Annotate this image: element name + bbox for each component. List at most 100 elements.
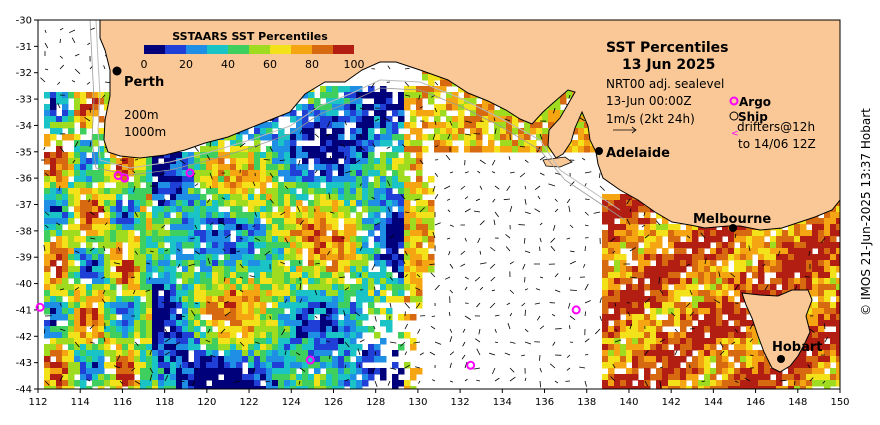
sst-cell (800, 350, 807, 357)
sst-cell (404, 212, 411, 219)
sst-cell (338, 362, 345, 369)
current-vector (74, 68, 81, 75)
sst-cell (374, 98, 381, 105)
sst-cell (68, 314, 75, 321)
sst-cell (326, 212, 333, 219)
sst-cell (152, 344, 159, 351)
current-vector (524, 159, 529, 163)
sst-cell (74, 266, 81, 273)
sst-cell (638, 254, 645, 261)
sst-cell (236, 212, 243, 219)
sst-cell (620, 380, 627, 387)
sst-cell (320, 374, 327, 381)
sst-cell (152, 278, 159, 285)
sst-cell (332, 380, 339, 387)
sst-cell (158, 374, 165, 381)
sst-cell (620, 230, 627, 237)
sst-cell (296, 212, 303, 219)
sst-cell (152, 170, 159, 177)
sst-cell (494, 122, 501, 129)
sst-cell (740, 224, 747, 231)
sst-cell (746, 290, 753, 297)
sst-cell (110, 338, 117, 345)
sst-cell (50, 260, 57, 267)
sst-cell (512, 116, 519, 123)
sst-cell (350, 116, 357, 123)
sst-cell (602, 350, 609, 357)
sst-cell (710, 386, 717, 389)
sst-cell (170, 284, 177, 291)
sst-cell (380, 290, 387, 297)
sst-cell (386, 176, 393, 183)
sst-cell (602, 302, 609, 309)
sst-cell (344, 374, 351, 381)
sst-cell (164, 200, 171, 207)
current-vector (280, 211, 286, 216)
sst-cell (170, 374, 177, 381)
sst-cell (368, 272, 375, 279)
sst-cell (152, 260, 159, 267)
sst-cell (278, 152, 285, 159)
sst-cell (830, 314, 837, 321)
sst-cell (218, 248, 225, 255)
sst-cell (140, 278, 147, 285)
sst-cell (674, 302, 681, 309)
sst-cell (812, 362, 819, 369)
sst-cell (146, 302, 153, 309)
sst-cell (326, 200, 333, 207)
sst-cell (722, 254, 729, 261)
sst-cell (350, 104, 357, 111)
current-vector (524, 185, 527, 190)
sst-cell (92, 332, 99, 339)
sst-cell (296, 272, 303, 279)
sst-cell (464, 134, 471, 141)
sst-cell (368, 188, 375, 195)
sst-cell (362, 116, 369, 123)
sst-cell (128, 242, 135, 249)
sst-cell (80, 344, 87, 351)
current-vector (539, 156, 546, 161)
sst-cell (800, 272, 807, 279)
sst-cell (428, 206, 435, 213)
sst-cell (200, 236, 207, 243)
sst-cell (314, 254, 321, 261)
sst-cell (44, 302, 51, 309)
sst-cell (392, 104, 399, 111)
sst-cell (140, 350, 147, 357)
sst-cell (260, 134, 267, 141)
sst-cell (320, 380, 327, 387)
sst-cell (140, 308, 147, 315)
current-vector (419, 159, 424, 165)
sst-cell (644, 218, 651, 225)
sst-cell (104, 254, 111, 261)
sst-cell (116, 308, 123, 315)
sst-cell (50, 368, 57, 375)
sst-cell (734, 308, 741, 315)
sst-cell (116, 350, 123, 357)
sst-cell (380, 230, 387, 237)
sst-cell (140, 266, 147, 273)
sst-cell (272, 182, 279, 189)
sst-cell (122, 278, 129, 285)
sst-cell (314, 146, 321, 153)
sst-cell (188, 242, 195, 249)
sst-cell (824, 266, 831, 273)
sst-cell (776, 254, 783, 261)
sst-cell (284, 194, 291, 201)
sst-cell (356, 212, 363, 219)
current-vector (40, 77, 46, 83)
sst-cell (206, 230, 213, 237)
sst-cell (692, 290, 699, 297)
sst-cell (140, 356, 147, 363)
sst-cell (794, 260, 801, 267)
sst-cell (404, 278, 411, 285)
sst-cell (410, 248, 417, 255)
sst-cell (236, 218, 243, 225)
sst-cell (662, 368, 669, 375)
sst-cell (380, 206, 387, 213)
sst-cell (362, 176, 369, 183)
sst-cell (92, 98, 99, 105)
sst-cell (116, 170, 123, 177)
sst-cell (788, 362, 795, 369)
sst-cell (50, 92, 57, 99)
